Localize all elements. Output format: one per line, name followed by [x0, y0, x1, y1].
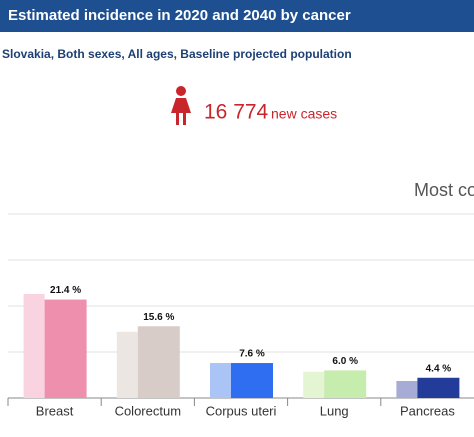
- bar: [44, 299, 87, 398]
- value-label: 6.0 %: [332, 356, 358, 367]
- bar: [396, 380, 418, 398]
- value-label: 21.4 %: [50, 285, 81, 296]
- total-cases: 16 774: [204, 101, 269, 124]
- bar: [210, 363, 231, 398]
- x-tick-label: Pancreas: [400, 403, 455, 418]
- panel-title: Most co: [414, 180, 474, 200]
- bar: [116, 331, 138, 398]
- subtitle: Slovakia, Both sexes, All ages, Baseline…: [2, 47, 352, 61]
- bar: [324, 370, 367, 398]
- total-cases-unit: new cases: [271, 106, 337, 122]
- bar: [231, 363, 273, 398]
- x-tick-label: Lung: [320, 403, 349, 418]
- value-label: 7.6 %: [239, 349, 265, 360]
- x-tick-label: Corpus uteri: [206, 403, 277, 418]
- value-label: 15.6 %: [143, 312, 174, 323]
- female-icon: [171, 86, 191, 125]
- value-label: 4.4 %: [426, 363, 452, 374]
- x-tick-label: Breast: [36, 403, 74, 418]
- bar: [23, 294, 45, 398]
- bar: [303, 371, 325, 398]
- x-tick-label: Colorectum: [115, 403, 181, 418]
- header-bar: [0, 0, 474, 32]
- bar: [137, 326, 180, 398]
- chart-title: Estimated incidence in 2020 and 2040 by …: [8, 7, 351, 24]
- bar: [417, 377, 460, 398]
